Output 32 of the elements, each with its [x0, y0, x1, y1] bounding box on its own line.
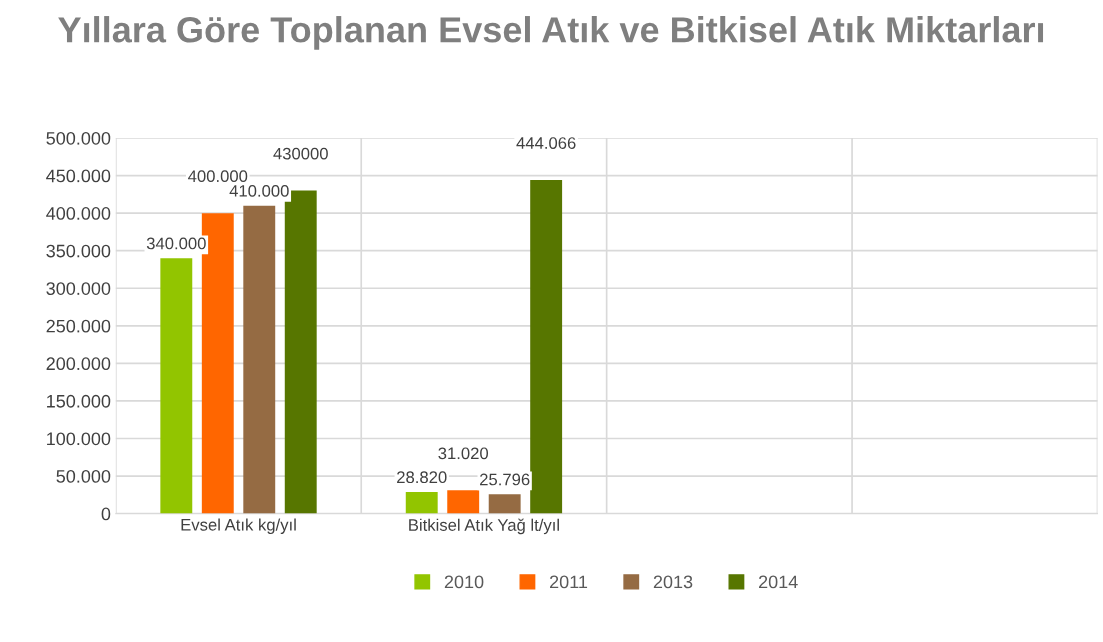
- x-tick-label: Evsel Atık kg/yıl: [181, 518, 296, 534]
- data-label: 430000: [273, 147, 328, 160]
- y-tick-label: 300.000: [46, 282, 111, 295]
- chart-title: Yıllara Göre Toplanan Evsel Atık ve Bitkisel Atık Miktarları: [58, 16, 1044, 50]
- y-tick-label: 450.000: [46, 169, 111, 183]
- data-label: 28.820: [397, 471, 447, 484]
- bar: [243, 205, 276, 514]
- bar: [447, 490, 480, 514]
- data-label: 340.000: [146, 237, 206, 250]
- x-tick-label: Bitkisel Atık Yağ lt/yıl: [409, 518, 559, 535]
- bar: [530, 180, 563, 514]
- legend-label: 2011: [550, 575, 588, 589]
- data-label: 400.000: [188, 170, 248, 183]
- legend-label: 2010: [444, 575, 484, 589]
- data-label: 25.796: [480, 473, 530, 486]
- y-tick-label: 350.000: [46, 244, 111, 258]
- y-tick-label: 200.000: [46, 357, 111, 371]
- bar: [160, 258, 193, 514]
- data-label: 410.000: [229, 184, 289, 197]
- y-tick-label: 150.000: [47, 394, 111, 408]
- bar: [488, 494, 521, 514]
- y-tick-label: 250.000: [46, 319, 111, 333]
- y-tick-label: 0: [101, 507, 111, 521]
- data-label: 31.020: [438, 447, 489, 460]
- legend-label: 2014: [759, 575, 798, 589]
- bar: [405, 491, 438, 514]
- legend-label: 2013: [653, 575, 693, 589]
- y-tick-label: 400.000: [46, 207, 111, 220]
- y-tick-label: 500.000: [46, 131, 111, 145]
- data-label: 444.066: [516, 137, 576, 149]
- y-tick-label: 100.000: [47, 432, 111, 446]
- y-tick-label: 50.000: [56, 469, 111, 483]
